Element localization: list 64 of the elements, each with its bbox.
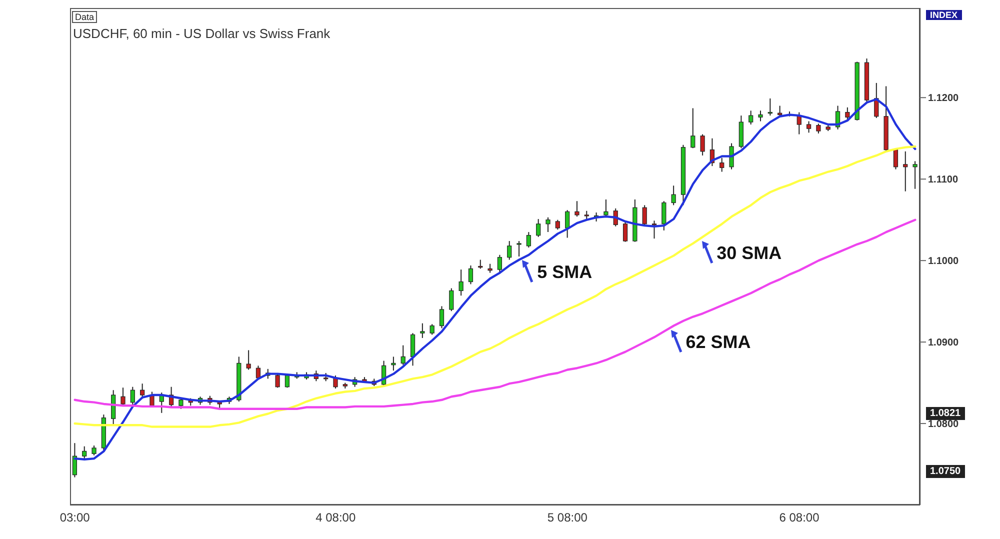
candlestick (497, 254, 502, 274)
candlestick (778, 105, 782, 117)
candlestick (662, 200, 666, 231)
candlestick (565, 210, 570, 238)
candlestick (140, 383, 145, 398)
x-tick-label: 6 08:00 (779, 510, 820, 525)
candlestick (555, 219, 560, 230)
candlestick (111, 390, 116, 425)
candlestick (604, 198, 608, 218)
candlestick (275, 373, 280, 388)
candlestick (546, 216, 550, 233)
candlestick (903, 150, 908, 192)
candlestick (420, 322, 425, 338)
candlestick (400, 344, 406, 366)
candlestick (816, 123, 821, 134)
candlestick (729, 142, 734, 170)
series-label: 5 SMA (537, 262, 592, 283)
x-tick-label: 03:00 (60, 510, 90, 525)
candlestick (458, 269, 464, 296)
text: 1.0750 (926, 465, 965, 478)
candlestick (516, 240, 522, 257)
candlestick (246, 350, 251, 370)
text: INDEX (926, 10, 962, 20)
text: 1.0821 (926, 407, 965, 420)
candlestick (845, 106, 850, 121)
candlestick (748, 110, 754, 126)
candlestick (912, 160, 918, 190)
candlestick (720, 157, 724, 172)
x-tick-label: 5 08:00 (547, 510, 588, 525)
candlestick (526, 232, 531, 248)
candlestick (92, 445, 96, 456)
candlestick (690, 108, 696, 149)
candlestick (439, 306, 444, 329)
y-tick-label: 1.0800 (928, 419, 960, 430)
candlestick (806, 120, 812, 134)
candlestick (430, 324, 434, 336)
line-series (74, 145, 916, 428)
annotation: Data (72, 11, 98, 23)
candlestick (333, 374, 338, 389)
y-tick-label: 1.1000 (928, 256, 960, 268)
candlestick (410, 332, 416, 366)
line-series (74, 218, 916, 410)
y-tick-label: 1.0900 (928, 338, 960, 349)
candlestick (768, 98, 772, 116)
candlestick (758, 110, 763, 122)
candlestick (652, 220, 657, 240)
y-tick-label: 1.1200 (928, 93, 960, 104)
candlestick (130, 386, 135, 406)
candlestick (671, 185, 676, 206)
candlestick (468, 264, 474, 285)
candlestick (642, 204, 647, 226)
candlestick (449, 288, 454, 312)
series-label: 62 SMA (686, 332, 751, 353)
y-tick-label: 1.1100 (928, 174, 958, 186)
candlestick (391, 356, 396, 372)
candlestick (536, 218, 541, 238)
text: USDCHF, 60 min - US Dollar vs Swiss Frank (73, 26, 330, 41)
candlestick (700, 134, 705, 156)
series-label: 30 SMA (716, 242, 782, 264)
candlestick (574, 200, 580, 218)
candlestick (82, 446, 87, 460)
candlestick (622, 220, 628, 242)
candlestick (507, 240, 512, 260)
x-tick-label: 4 08:00 (316, 510, 356, 525)
